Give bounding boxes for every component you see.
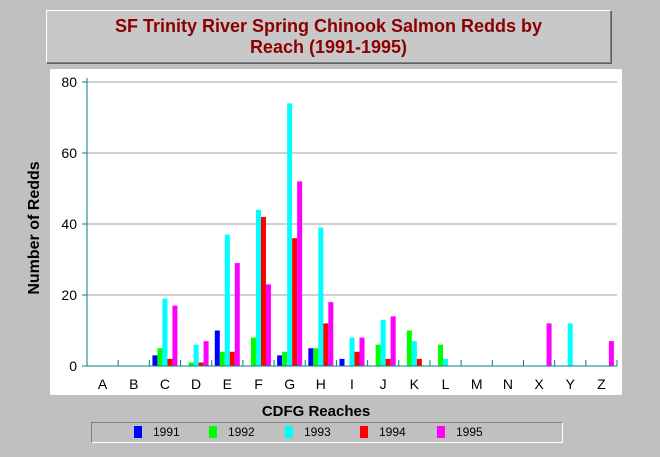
grid-layer — [87, 81, 617, 296]
legend-label-1991: 1991 — [153, 425, 180, 439]
y-tick-label: 60 — [61, 145, 77, 161]
x-tick-label: B — [129, 376, 138, 392]
legend-swatch-1995 — [437, 426, 445, 438]
y-tick-label: 40 — [61, 216, 77, 232]
bar-1993-I — [349, 337, 355, 366]
bar-1992-K — [406, 330, 412, 366]
x-tick-label: C — [160, 376, 170, 392]
bar-1993-H — [318, 227, 324, 366]
legend-swatch-1994 — [360, 426, 368, 438]
plot-background — [50, 69, 622, 395]
bar-1991-E — [214, 330, 220, 366]
x-tick-label: M — [471, 376, 483, 392]
bar-1995-H — [328, 302, 334, 366]
legend-label-1995: 1995 — [456, 425, 483, 439]
bar-1994-H — [323, 323, 329, 366]
y-tick-label: 80 — [61, 74, 77, 90]
bar-1994-I — [354, 351, 360, 366]
x-tick-label: F — [254, 376, 263, 392]
x-tick-label: X — [534, 376, 544, 392]
bar-1995-J — [390, 316, 396, 366]
bar-1995-X — [546, 323, 552, 366]
x-tick-label: K — [410, 376, 420, 392]
legend: 1991 1992 1993 1994 1995 — [91, 422, 563, 443]
bar-1994-C — [167, 358, 173, 366]
legend-label-1994: 1994 — [379, 425, 406, 439]
bar-1995-C — [172, 305, 178, 366]
bar-1994-F — [260, 216, 266, 366]
bar-1993-F — [255, 209, 261, 366]
bar-1995-Z — [608, 341, 614, 366]
bar-1991-G — [277, 355, 283, 366]
x-tick-label: E — [223, 376, 232, 392]
bar-1994-G — [292, 238, 298, 366]
bar-1992-J — [375, 344, 381, 366]
bar-1993-J — [380, 319, 386, 366]
bar-1993-L — [443, 358, 449, 366]
x-tick-label: A — [98, 376, 108, 392]
bar-1994-J — [385, 358, 391, 366]
bar-1993-Y — [567, 323, 573, 366]
bar-1995-I — [359, 337, 365, 366]
bar-1993-K — [411, 341, 417, 366]
bar-1993-G — [287, 103, 293, 367]
legend-swatch-1993 — [285, 426, 293, 438]
x-tick-label: D — [191, 376, 201, 392]
chart-title-line-1: SF Trinity River Spring Chinook Salmon R… — [114, 16, 543, 36]
bar-1992-H — [313, 348, 319, 366]
x-tick-label: I — [350, 376, 354, 392]
x-axis-label: CDFG Reaches — [262, 403, 370, 420]
bar-1995-D — [203, 341, 209, 366]
bar-1995-G — [297, 181, 303, 366]
x-tick-label: N — [503, 376, 513, 392]
bar-1991-C — [152, 355, 158, 366]
legend-label-1993: 1993 — [304, 425, 331, 439]
bar-1994-D — [198, 362, 204, 366]
x-tick-label: J — [380, 376, 387, 392]
bar-1993-E — [224, 234, 230, 366]
bar-1995-E — [234, 263, 240, 366]
bar-1992-D — [188, 362, 194, 366]
chart-title-box: SF Trinity River Spring Chinook Salmon R… — [46, 10, 611, 63]
axis-layer: 0 20 40 60 80 A B C D E F G H I J K L M N X Y Z — [61, 74, 618, 392]
x-tick-label: Z — [597, 376, 606, 392]
x-tick-label: G — [284, 376, 295, 392]
y-tick-label: 20 — [61, 287, 77, 303]
bar-1992-E — [219, 351, 225, 366]
x-tick-label: Y — [566, 376, 576, 392]
bar-1992-L — [438, 344, 444, 366]
bar-1992-C — [157, 348, 163, 366]
bar-1995-F — [265, 284, 271, 366]
y-tick-label: 0 — [69, 358, 77, 374]
x-tick-label: H — [316, 376, 326, 392]
bar-1994-E — [229, 351, 235, 366]
legend-swatch-1991 — [134, 426, 142, 438]
y-axis-label: Number of Redds — [26, 161, 43, 294]
bar-1993-C — [162, 298, 168, 366]
bar-1991-H — [308, 348, 314, 366]
bar-1991-I — [339, 358, 345, 366]
bar-1993-D — [193, 344, 199, 366]
chart-title-line-2: Reach (1991-1995) — [249, 37, 408, 57]
bar-1992-G — [282, 351, 288, 366]
legend-label-1992: 1992 — [228, 425, 255, 439]
bar-1992-F — [250, 337, 256, 366]
bars-layer — [152, 103, 614, 367]
bar-1994-K — [416, 358, 422, 366]
x-tick-label: L — [442, 376, 450, 392]
legend-swatch-1992 — [209, 426, 217, 438]
